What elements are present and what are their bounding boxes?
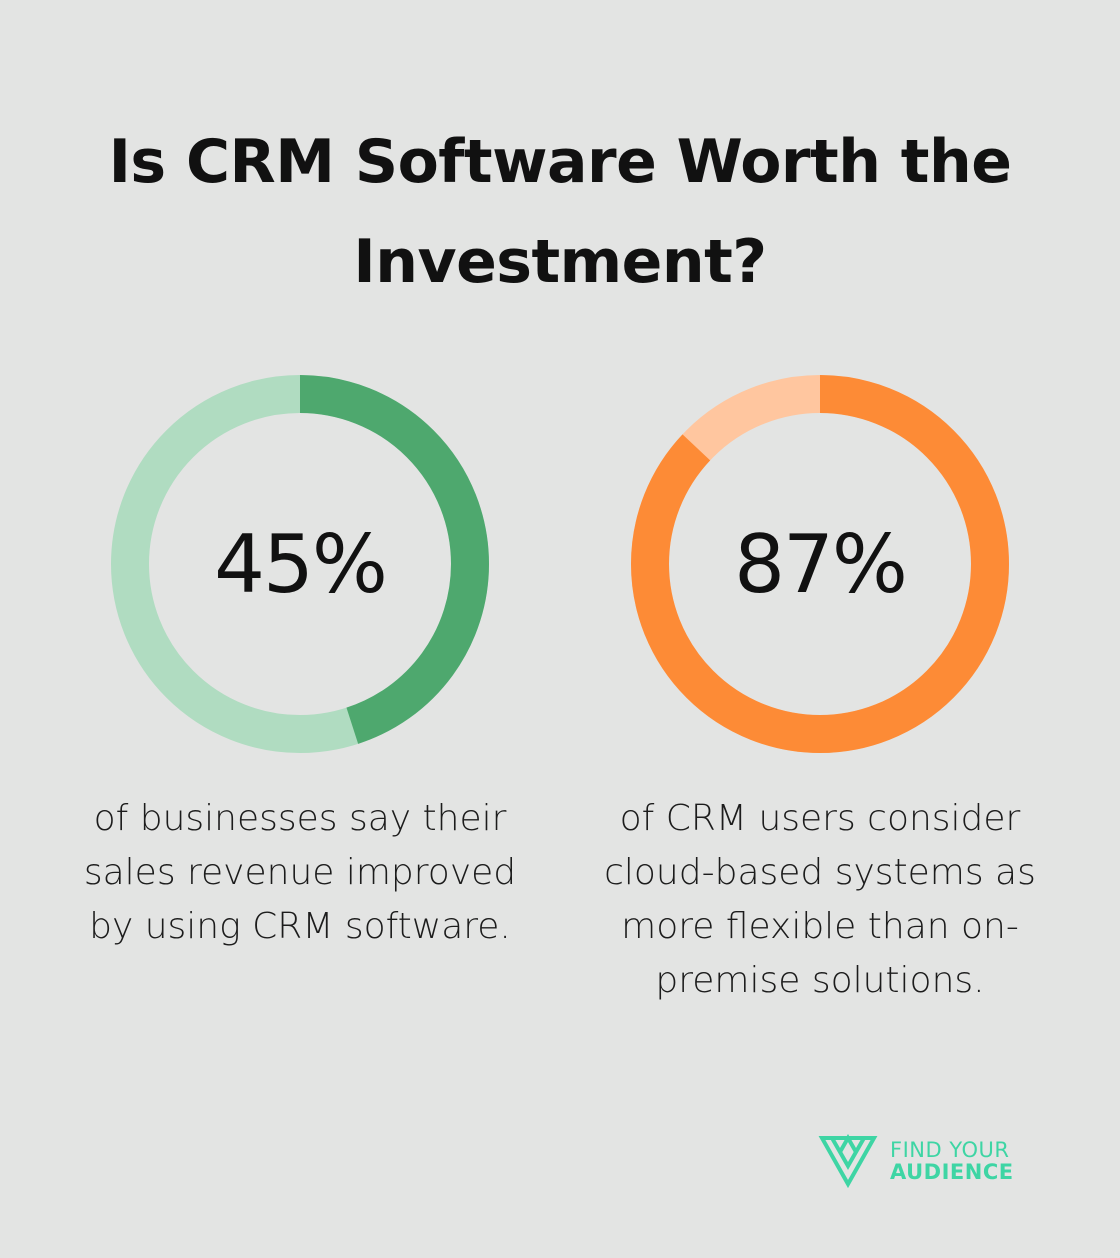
stat-description-cloud: of CRM users consider cloud-based system… [604, 798, 1036, 1001]
donut-arc-cloud [631, 375, 1009, 753]
stat-card-cloud: 87% of CRM users consider cloud-based sy… [560, 0, 1080, 1258]
donut-svg-revenue [111, 375, 489, 753]
donut-svg-cloud [631, 375, 1009, 753]
stat-card-revenue: 45% of businesses say their sales revenu… [40, 0, 560, 1258]
donut-arc-revenue [111, 375, 489, 753]
brand-name-line1: FIND YOUR [890, 1138, 1010, 1162]
page-title: Is CRM Software Worth the Investment? [108, 127, 1012, 297]
brand-name-line2: AUDIENCE [890, 1160, 1014, 1184]
percentage-value-cloud: 87% [734, 517, 908, 611]
stat-description-revenue: of businesses say their sales revenue im… [83, 798, 517, 947]
brand-logo: FIND YOUR AUDIENCE [818, 1134, 1048, 1190]
donut-chart-cloud [630, 374, 1010, 754]
donut-chart-revenue [110, 374, 490, 754]
percentage-value-revenue: 45% [214, 517, 388, 611]
triangle-logo-icon [818, 1134, 878, 1189]
